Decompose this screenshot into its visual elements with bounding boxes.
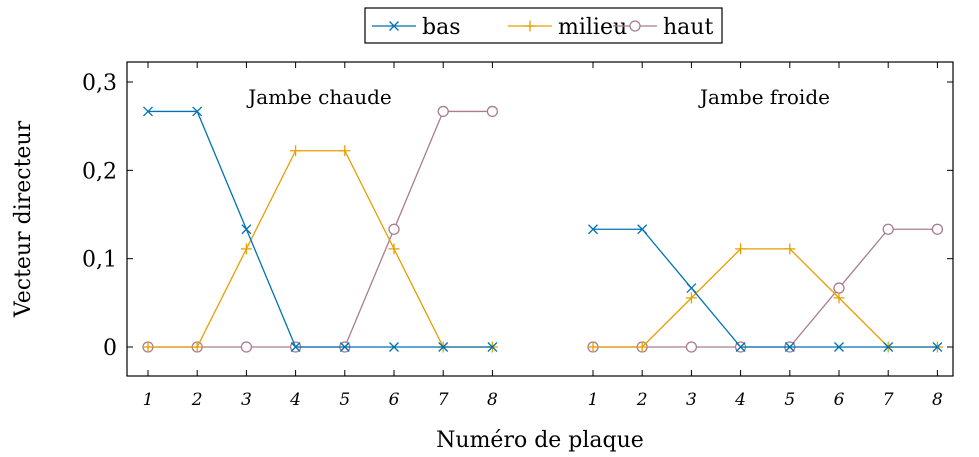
- data-point: [932, 342, 943, 352]
- x-tick-label: 7: [883, 390, 894, 410]
- series-line-milieu: [148, 150, 493, 348]
- plot-area: [126, 61, 954, 377]
- data-point: [784, 243, 796, 255]
- data-point: [636, 341, 648, 353]
- x-tick-label: 5: [784, 390, 795, 410]
- data-point: [524, 20, 536, 32]
- data-point: [487, 342, 498, 352]
- x-tick-label: 7: [438, 390, 449, 410]
- data-point: [437, 105, 449, 118]
- x-tick-label: 6: [834, 390, 845, 410]
- data-point: [486, 105, 499, 118]
- series-line-milieu: [593, 248, 938, 348]
- y-tick-label: 0,1: [82, 248, 117, 273]
- x-axis: 1 2 3 4 5 6 7 8 1 2 3 4 5 6 7 8: [143, 62, 943, 410]
- legend: bas milieu haut: [364, 7, 723, 44]
- data-point: [637, 224, 648, 235]
- data-point: [735, 342, 746, 352]
- data-point: [931, 223, 944, 235]
- data-point: [339, 145, 351, 157]
- y-axis-label: Vecteur directeur: [11, 120, 36, 318]
- x-tick-label: 5: [339, 390, 350, 410]
- y-tick-label: 0,3: [82, 71, 117, 96]
- series-line-haut: [148, 110, 493, 348]
- y-axis: 0 0,1 0,2 0,3: [82, 71, 953, 361]
- data-point: [290, 145, 302, 157]
- data-point: [882, 223, 894, 235]
- x-tick-label: 8: [932, 390, 943, 410]
- data-point: [438, 342, 449, 352]
- series-line-bas: [148, 110, 493, 348]
- data-point: [833, 292, 845, 304]
- data-point: [191, 341, 203, 353]
- data-point: [241, 224, 252, 235]
- x-tick-label: 4: [289, 390, 301, 410]
- data-point: [339, 342, 350, 352]
- y-tick-label: 0,2: [82, 159, 117, 184]
- data-point: [588, 224, 598, 235]
- x-tick-label: 2: [191, 390, 203, 410]
- data-point: [389, 21, 399, 31]
- x-tick-label: 3: [241, 390, 252, 410]
- x-tick-label: 6: [389, 390, 400, 410]
- group-label: Jambe froide: [698, 85, 830, 109]
- x-tick-label: 1: [143, 390, 154, 410]
- x-axis-label: Numéro de plaque: [436, 428, 644, 453]
- data-point: [192, 106, 203, 117]
- data-point: [240, 341, 253, 353]
- x-tick-label: 3: [686, 390, 697, 410]
- group-labels: Jambe chaude Jambe froide: [246, 85, 830, 109]
- data-point: [290, 342, 301, 352]
- legend-label: milieu: [558, 15, 627, 40]
- data-point: [629, 20, 641, 32]
- data-point: [685, 292, 697, 304]
- data-point: [735, 243, 747, 255]
- data-point: [833, 282, 845, 294]
- data-point: [686, 283, 697, 294]
- data-point: [388, 243, 400, 255]
- data-point: [784, 342, 795, 352]
- data-point: [143, 106, 153, 117]
- legend-label: bas: [422, 15, 461, 40]
- x-tick-label: 4: [734, 390, 746, 410]
- series-line-bas: [593, 228, 938, 348]
- series-layer: [142, 105, 944, 353]
- data-point: [685, 341, 698, 353]
- data-point: [883, 342, 894, 352]
- x-tick-label: 1: [588, 390, 599, 410]
- data-point: [587, 341, 599, 353]
- legend-label: haut: [663, 15, 713, 40]
- data-point: [389, 342, 399, 352]
- data-point: [240, 243, 252, 255]
- series-line-haut: [593, 228, 938, 348]
- data-point: [834, 342, 844, 352]
- data-point: [388, 223, 400, 235]
- x-tick-label: 2: [636, 390, 648, 410]
- data-point: [142, 341, 154, 353]
- x-tick-label: 8: [487, 390, 498, 410]
- y-tick-label: 0: [103, 336, 117, 361]
- group-label: Jambe chaude: [246, 85, 391, 109]
